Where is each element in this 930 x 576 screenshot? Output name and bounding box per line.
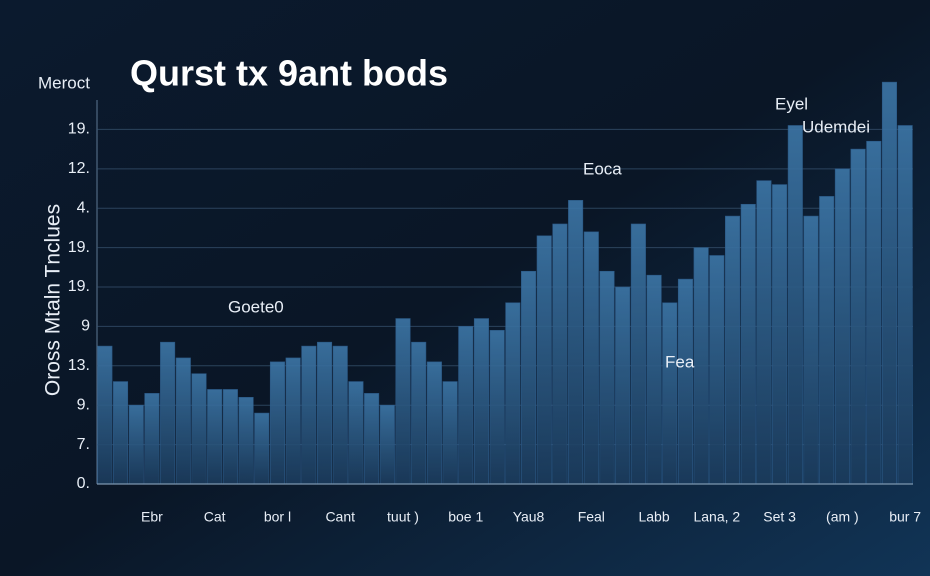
bar [677,278,693,485]
bar [458,326,474,485]
y-tick-label: 13. [68,357,90,374]
annotation: Eoca [583,159,622,178]
y-tick-label: 19. [68,278,90,295]
bar [552,223,568,485]
y-tick-label: 0. [77,475,90,492]
x-tick-label: tuut ) [387,509,419,525]
bar [175,357,191,485]
y-tick-label: 19. [68,239,90,256]
bar [426,361,442,485]
bar [536,235,552,485]
bar [709,255,725,485]
y-tick-label: 9 [81,318,90,335]
bar [364,393,380,485]
x-tick-label: Labb [638,509,669,525]
bar [301,345,317,485]
bar [756,180,772,485]
bar [615,286,631,485]
chart-title: Qurst tx 9ant bods [130,53,448,94]
x-tick-label: boe 1 [448,509,483,525]
x-tick-label: Feal [578,509,605,525]
bar [411,341,427,485]
bar [473,318,489,485]
bar [725,215,741,485]
annotation: Eyel [775,94,808,113]
bar [254,412,270,485]
bar [772,184,788,485]
x-tick-label: Lana, 2 [693,509,740,525]
bar [819,196,835,485]
bar [599,270,615,485]
bar [379,404,395,485]
bar [646,274,662,485]
corner-label: Meroct [38,73,90,92]
bar [662,302,678,485]
annotation: Udemdei [802,117,870,136]
bar [395,318,411,485]
x-tick-label: Cat [204,509,226,525]
bar [222,389,238,485]
y-tick-label: 4. [77,199,90,216]
x-tick-label: Cant [325,509,355,525]
bar [897,125,913,485]
bar [348,381,364,485]
y-tick-label: 9. [77,396,90,413]
bar [787,125,803,485]
y-axis-label: Oross Mtaln Tnclues [42,204,65,396]
x-tick-label: bor l [264,509,291,525]
bar [285,357,301,485]
bar [850,148,866,485]
bar [97,345,113,485]
bar [866,140,882,485]
bar [317,341,333,485]
bar [144,393,160,485]
bar [442,381,458,485]
bar [238,397,254,485]
bar [834,168,850,485]
bar [740,203,756,485]
x-tick-label: (am ) [826,509,859,525]
bar [693,247,709,485]
y-tick-label: 19. [68,121,90,138]
bar [505,302,521,485]
bar [113,381,129,485]
bar [630,223,646,485]
bar [803,215,819,485]
y-tick-label: 12. [68,160,90,177]
annotation: Goete0 [228,297,284,316]
x-tick-label: Set 3 [763,509,796,525]
bar [207,389,223,485]
bar [489,330,505,485]
y-tick-label: 7. [77,436,90,453]
bar [160,341,176,485]
bar [881,81,897,485]
bar [568,200,584,485]
bar [521,270,537,485]
x-tick-label: Yau8 [513,509,545,525]
annotation: Fea [665,352,695,371]
bar [269,361,285,485]
x-tick-label: Ebr [141,509,163,525]
x-tick-label: bur 7 [889,509,921,525]
bar [332,345,348,485]
bar [191,373,207,485]
bar [583,231,599,485]
bar [128,404,144,485]
